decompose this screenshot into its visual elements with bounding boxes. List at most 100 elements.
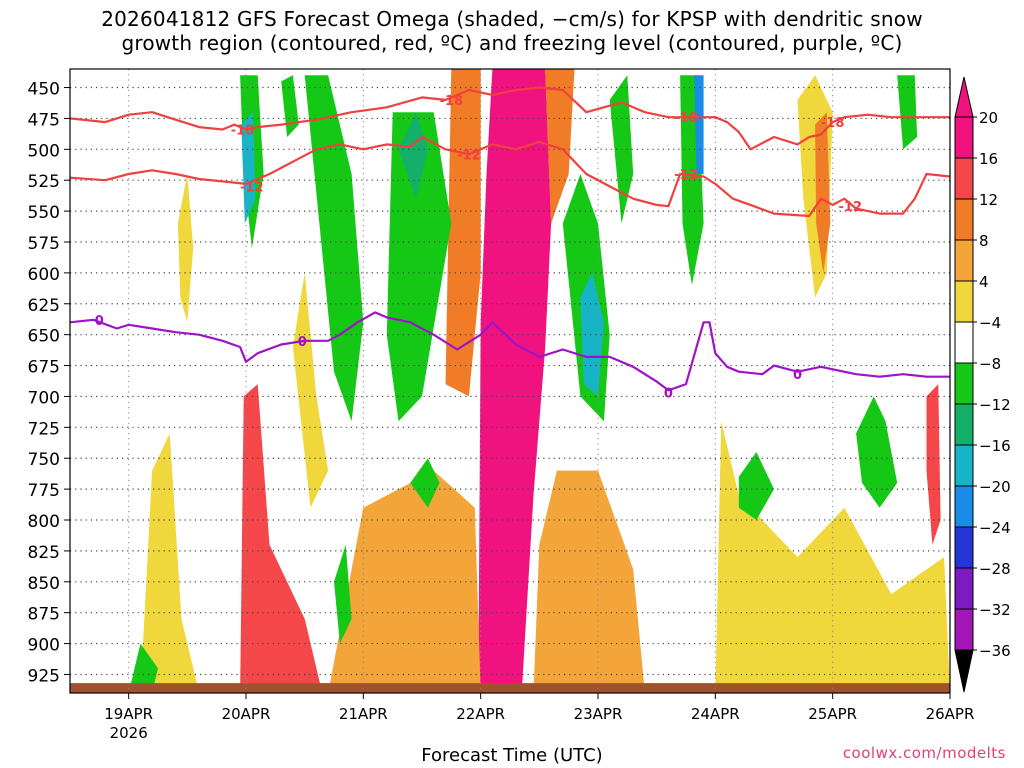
y-tick-label: 900 [28, 636, 60, 656]
colorbar-label: −16 [979, 437, 1011, 455]
colorbar-label: 16 [979, 150, 998, 168]
omega-region-25 [128, 643, 158, 693]
omega-region-29 [241, 112, 256, 224]
colorbar-swatch [955, 568, 973, 609]
y-tick-label: 475 [28, 110, 60, 130]
contour-label: 0 [95, 314, 104, 329]
plot-frame [69, 68, 951, 694]
terrain-band [70, 683, 950, 693]
omega-region-22 [856, 396, 898, 508]
y-tick-label: 500 [28, 141, 60, 161]
omega-region-11 [140, 433, 200, 693]
omega-region-17 [386, 112, 452, 422]
y-tick-label: 875 [28, 605, 60, 625]
y-tick-label: 650 [28, 327, 60, 347]
contour-label: -18 [821, 116, 845, 131]
omega-region-27 [398, 112, 428, 199]
colorbar-swatch [955, 240, 973, 281]
colorbar: 20 16 12 8 4 −4 −8 −12 −16 −20 −24 −28 −32 −36 [954, 76, 1011, 693]
x-tick-label: 26APR [926, 705, 975, 723]
y-tick-label: 725 [28, 419, 60, 439]
colorbar-label: −36 [979, 642, 1011, 660]
colorbar-swatch [955, 445, 973, 486]
colorbar-swatch [955, 117, 973, 158]
axes: 450 475 500 525 550 575 600 625 650 675 700 725 750 7… [28, 80, 975, 742]
colorbar-label: −8 [979, 355, 1001, 373]
y-tick-label: 675 [28, 358, 60, 378]
y-tick-label: 750 [28, 450, 60, 470]
omega-region-21 [738, 452, 774, 520]
colorbar-swatch [955, 609, 973, 650]
colorbar-swatch [955, 404, 973, 445]
omega-region-7 [533, 470, 645, 693]
colorbar-label: 12 [979, 191, 998, 209]
y-tick-label: 825 [28, 543, 60, 563]
contour-label: -18 [440, 94, 464, 109]
contour-line-0 [70, 86, 950, 151]
contour-labels: -18 -18 -18 -18 -12 -12 -12 -12 0 0 0 0 [95, 94, 862, 402]
x-tick-sublabel: 2026 [110, 724, 148, 742]
colorbar-swatch [955, 527, 973, 568]
colorbar-swatch [955, 322, 973, 363]
contour-label: 0 [298, 335, 307, 350]
omega-region-5 [240, 384, 323, 693]
colorbar-top-arrow [954, 76, 974, 118]
x-axis-title: Forecast Time (UTC) [421, 745, 603, 766]
colorbar-label: −24 [979, 519, 1011, 537]
omega-region-16 [926, 384, 941, 545]
contour-label: -18 [231, 124, 255, 139]
omega-region-6 [328, 470, 481, 693]
contour-label: 0 [664, 387, 673, 402]
contour-label: -12 [839, 200, 863, 215]
y-tick-label: 775 [28, 481, 60, 501]
y-tick-label: 700 [28, 388, 60, 408]
credit-text: coolwx.com/modelts [842, 744, 1006, 762]
colorbar-swatch [955, 486, 973, 527]
omega-region-10 [715, 421, 950, 693]
x-tick-label: 22APR [456, 705, 505, 723]
x-tick-label: 20APR [222, 705, 271, 723]
colorbar-label: −32 [979, 601, 1011, 619]
y-tick-label: 550 [28, 203, 60, 223]
contour-label: -18 [674, 111, 698, 126]
colorbar-swatch [955, 158, 973, 199]
colorbar-label: 20 [979, 109, 998, 127]
y-tick-label: 800 [28, 512, 60, 532]
omega-region-31 [897, 75, 918, 150]
omega-region-30 [694, 75, 704, 174]
colorbar-swatch [955, 199, 973, 240]
chart-title-line1: 2026041812 GFS Forecast Omega (shaded, −… [101, 7, 923, 31]
omega-region-18 [304, 75, 364, 422]
colorbar-swatch [955, 281, 973, 322]
omega-region-14 [177, 174, 194, 323]
omega-region-9 [545, 69, 575, 224]
colorbar-label: −12 [979, 396, 1011, 414]
contour-label: -12 [240, 180, 264, 195]
contour-label: -12 [674, 168, 698, 183]
y-tick-label: 525 [28, 172, 60, 192]
omega-region-32 [281, 75, 299, 137]
colorbar-label: 4 [979, 273, 989, 291]
omega-region-12 [292, 272, 329, 508]
x-tick-label: 19APR [104, 705, 153, 723]
omega-region-23 [410, 458, 440, 508]
y-tick-label: 925 [28, 666, 60, 686]
y-tick-label: 625 [28, 296, 60, 316]
y-tick-label: 450 [28, 80, 60, 100]
x-tick-label: 23APR [574, 705, 623, 723]
colorbar-label: −20 [979, 478, 1011, 496]
y-tick-label: 600 [28, 265, 60, 285]
contour-lines [70, 86, 950, 392]
contour-label: -12 [457, 148, 481, 163]
contour-line-2 [70, 311, 950, 392]
x-tick-label: 24APR [691, 705, 740, 723]
omega-region-0 [478, 69, 552, 693]
contour-line-1 [70, 135, 950, 218]
colorbar-bottom-arrow [954, 649, 974, 693]
contour-label: 0 [793, 368, 802, 383]
x-tick-label: 25APR [808, 705, 857, 723]
y-tick-label: 850 [28, 574, 60, 594]
y-tick-label: 575 [28, 234, 60, 254]
colorbar-label: −28 [979, 560, 1011, 578]
